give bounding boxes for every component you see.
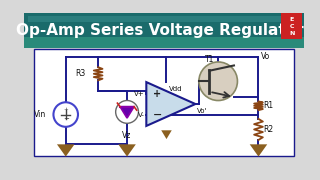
Text: Vin: Vin bbox=[34, 110, 46, 119]
Polygon shape bbox=[161, 130, 172, 139]
Polygon shape bbox=[57, 144, 75, 157]
Text: +: + bbox=[153, 89, 162, 98]
Text: N: N bbox=[289, 31, 294, 35]
FancyBboxPatch shape bbox=[34, 49, 293, 156]
Polygon shape bbox=[28, 15, 300, 22]
Text: T1: T1 bbox=[205, 55, 214, 64]
Text: Op-Amp Series Voltage Regulator: Op-Amp Series Voltage Regulator bbox=[16, 23, 303, 38]
Polygon shape bbox=[24, 13, 304, 44]
Circle shape bbox=[199, 62, 237, 100]
Circle shape bbox=[53, 102, 78, 127]
Polygon shape bbox=[146, 82, 196, 126]
Text: Vz: Vz bbox=[122, 131, 132, 140]
Polygon shape bbox=[24, 37, 304, 48]
Circle shape bbox=[116, 100, 139, 123]
Text: −: − bbox=[63, 116, 69, 122]
Text: R1: R1 bbox=[263, 101, 273, 110]
Text: E: E bbox=[290, 17, 294, 22]
Text: V+: V+ bbox=[134, 91, 145, 96]
Polygon shape bbox=[250, 144, 267, 157]
Text: Vo': Vo' bbox=[197, 108, 207, 114]
Text: R2: R2 bbox=[263, 125, 273, 134]
Text: Vo: Vo bbox=[261, 52, 270, 61]
FancyBboxPatch shape bbox=[281, 13, 302, 39]
Text: R3: R3 bbox=[76, 69, 86, 78]
Text: C: C bbox=[290, 24, 294, 29]
Text: +: + bbox=[63, 107, 68, 112]
Text: Vdd: Vdd bbox=[169, 87, 183, 93]
Text: −: − bbox=[153, 110, 163, 120]
Polygon shape bbox=[118, 144, 136, 157]
Text: V-: V- bbox=[138, 112, 145, 118]
Polygon shape bbox=[120, 107, 134, 118]
